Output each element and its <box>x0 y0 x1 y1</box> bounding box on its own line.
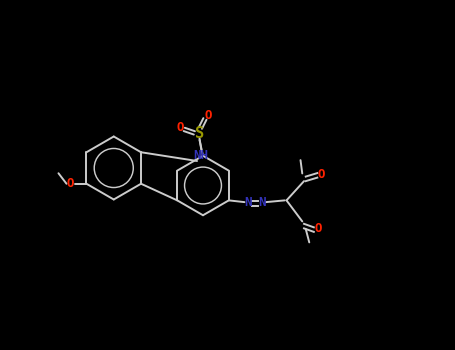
Text: O: O <box>318 168 325 181</box>
Text: O: O <box>314 222 322 235</box>
Text: O: O <box>177 121 184 134</box>
Text: O: O <box>204 109 212 122</box>
Text: N: N <box>258 196 266 209</box>
Text: N: N <box>244 196 252 209</box>
Text: O: O <box>67 177 75 190</box>
Text: S: S <box>195 126 204 140</box>
Text: NH: NH <box>194 149 209 162</box>
